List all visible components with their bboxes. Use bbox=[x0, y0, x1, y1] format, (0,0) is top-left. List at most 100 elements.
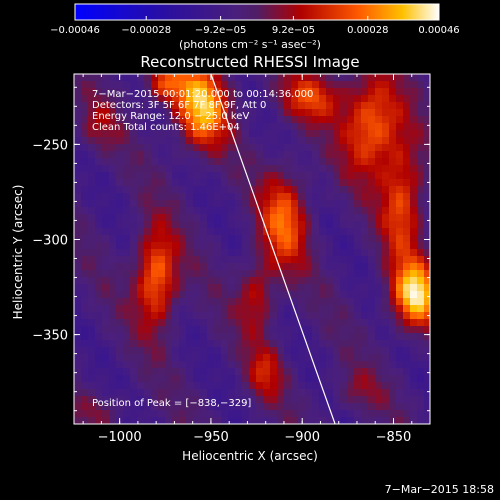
heatmap-cell bbox=[207, 298, 214, 305]
heatmap-cell bbox=[312, 137, 319, 144]
heatmap-cell bbox=[319, 375, 326, 382]
heatmap-cell bbox=[312, 207, 319, 214]
heatmap-cell bbox=[88, 228, 95, 235]
heatmap-cell bbox=[263, 179, 270, 186]
heatmap-cell bbox=[298, 242, 305, 249]
heatmap-cell bbox=[74, 200, 81, 207]
heatmap-cell bbox=[417, 186, 424, 193]
heatmap-cell bbox=[263, 396, 270, 403]
heatmap-cell bbox=[361, 130, 368, 137]
heatmap-cell bbox=[116, 123, 123, 130]
heatmap-cell bbox=[249, 382, 256, 389]
heatmap-cell bbox=[277, 340, 284, 347]
heatmap-cell bbox=[410, 242, 417, 249]
heatmap-cell bbox=[368, 214, 375, 221]
heatmap-cell bbox=[347, 305, 354, 312]
heatmap-cell bbox=[137, 361, 144, 368]
heatmap-cell bbox=[235, 116, 242, 123]
heatmap-cell bbox=[151, 200, 158, 207]
heatmap-cell bbox=[277, 228, 284, 235]
heatmap-cell bbox=[81, 214, 88, 221]
heatmap-cell bbox=[207, 158, 214, 165]
heatmap-cell bbox=[354, 179, 361, 186]
heatmap-cell bbox=[242, 151, 249, 158]
heatmap-cell bbox=[214, 186, 221, 193]
heatmap-cell bbox=[207, 277, 214, 284]
heatmap-cell bbox=[200, 277, 207, 284]
heatmap-cell bbox=[347, 256, 354, 263]
heatmap-cell bbox=[221, 375, 228, 382]
heatmap-cell bbox=[137, 375, 144, 382]
heatmap-cell bbox=[319, 242, 326, 249]
heatmap-cell bbox=[172, 298, 179, 305]
heatmap-cell bbox=[95, 270, 102, 277]
heatmap-cell bbox=[319, 137, 326, 144]
heatmap-cell bbox=[263, 326, 270, 333]
heatmap-cell bbox=[263, 375, 270, 382]
heatmap-cell bbox=[88, 123, 95, 130]
heatmap-cell bbox=[284, 88, 291, 95]
heatmap-cell bbox=[144, 158, 151, 165]
heatmap-cell bbox=[284, 361, 291, 368]
heatmap-cell bbox=[284, 305, 291, 312]
heatmap-cell bbox=[270, 410, 277, 417]
heatmap-cell bbox=[235, 333, 242, 340]
heatmap-cell bbox=[214, 333, 221, 340]
heatmap-cell bbox=[305, 151, 312, 158]
heatmap-cell bbox=[410, 179, 417, 186]
heatmap-cell bbox=[74, 81, 81, 88]
heatmap-cell bbox=[137, 270, 144, 277]
heatmap-cell bbox=[116, 172, 123, 179]
heatmap-cell bbox=[375, 298, 382, 305]
heatmap-cell bbox=[361, 354, 368, 361]
heatmap-cell bbox=[382, 382, 389, 389]
heatmap-cell bbox=[249, 116, 256, 123]
heatmap-cell bbox=[207, 333, 214, 340]
heatmap-cell bbox=[389, 417, 396, 424]
heatmap-cell bbox=[116, 179, 123, 186]
heatmap-cell bbox=[193, 235, 200, 242]
heatmap-cell bbox=[347, 81, 354, 88]
heatmap-cell bbox=[389, 102, 396, 109]
heatmap-cell bbox=[116, 389, 123, 396]
heatmap-cell bbox=[172, 207, 179, 214]
heatmap-cell bbox=[305, 207, 312, 214]
heatmap-cell bbox=[333, 298, 340, 305]
heatmap-cell bbox=[417, 109, 424, 116]
heatmap-cell bbox=[270, 179, 277, 186]
heatmap-cell bbox=[312, 200, 319, 207]
heatmap-cell bbox=[361, 242, 368, 249]
heatmap-cell bbox=[151, 403, 158, 410]
heatmap-cell bbox=[242, 417, 249, 424]
heatmap-cell bbox=[403, 165, 410, 172]
colorbar-tick-label: −9.2e−05 bbox=[195, 25, 247, 36]
heatmap-cell bbox=[298, 200, 305, 207]
heatmap-cell bbox=[200, 193, 207, 200]
heatmap-cell bbox=[256, 179, 263, 186]
heatmap-cell bbox=[410, 95, 417, 102]
heatmap-cell bbox=[361, 305, 368, 312]
heatmap-cell bbox=[95, 312, 102, 319]
heatmap-cell bbox=[221, 102, 228, 109]
heatmap-cell bbox=[221, 263, 228, 270]
heatmap-cell bbox=[263, 263, 270, 270]
heatmap-cell bbox=[137, 347, 144, 354]
heatmap-cell bbox=[221, 270, 228, 277]
heatmap-cell bbox=[74, 123, 81, 130]
heatmap-cell bbox=[200, 109, 207, 116]
heatmap-cell bbox=[172, 214, 179, 221]
heatmap-cell bbox=[95, 116, 102, 123]
heatmap-cell bbox=[263, 109, 270, 116]
heatmap-cell bbox=[361, 298, 368, 305]
heatmap-cell bbox=[88, 109, 95, 116]
heatmap-cell bbox=[298, 256, 305, 263]
heatmap-cell bbox=[333, 270, 340, 277]
heatmap-cell bbox=[403, 389, 410, 396]
heatmap-cell bbox=[417, 382, 424, 389]
heatmap-cell bbox=[172, 130, 179, 137]
heatmap-cell bbox=[396, 116, 403, 123]
heatmap-cell bbox=[305, 116, 312, 123]
heatmap-cell bbox=[396, 382, 403, 389]
heatmap-cell bbox=[81, 270, 88, 277]
heatmap-cell bbox=[319, 81, 326, 88]
